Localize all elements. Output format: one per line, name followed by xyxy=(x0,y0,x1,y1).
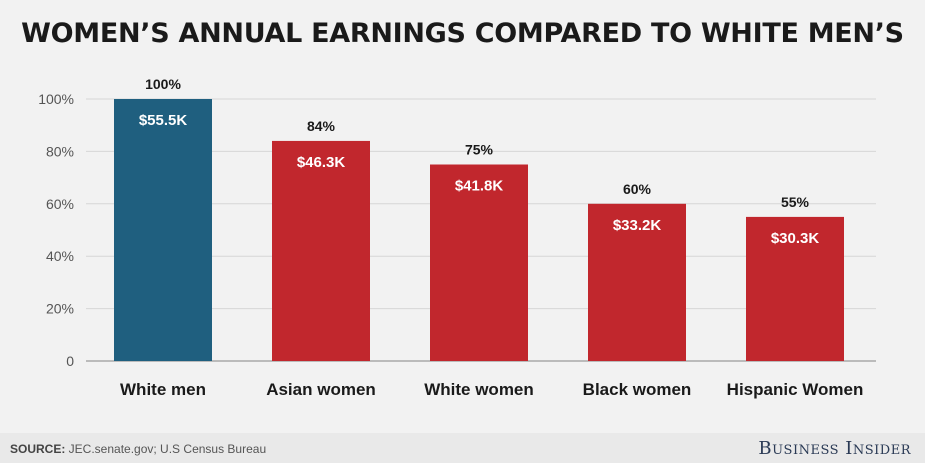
bar-percent-label: 100% xyxy=(145,76,181,92)
bar xyxy=(272,140,370,361)
bar-earnings-label: $41.8K xyxy=(455,178,504,195)
chart-title: WOMEN’S ANNUAL EARNINGS COMPARED TO WHIT… xyxy=(21,18,904,49)
bar xyxy=(746,216,844,361)
bar-earnings-label: $30.3K xyxy=(771,230,820,247)
x-category-label: Hispanic Women xyxy=(727,380,864,399)
bar-percent-label: 75% xyxy=(465,142,494,158)
bar-percent-label: 60% xyxy=(623,181,652,197)
source-label: SOURCE: xyxy=(10,442,66,456)
x-category-label: White women xyxy=(424,380,534,399)
source-note: SOURCE: JEC.senate.gov; U.S Census Burea… xyxy=(10,442,266,456)
bar-percent-label: 84% xyxy=(307,118,336,134)
y-tick-label: 20% xyxy=(46,301,74,317)
y-tick-label: 60% xyxy=(46,196,74,212)
brand-logo: Business Insider xyxy=(758,438,911,459)
y-tick-label: 0 xyxy=(66,353,74,369)
y-tick-label: 80% xyxy=(46,143,74,159)
bar xyxy=(114,99,212,361)
source-text: JEC.senate.gov; U.S Census Bureau xyxy=(65,442,267,456)
bar-earnings-label: $55.5K xyxy=(139,112,188,129)
x-category-label: White men xyxy=(120,380,206,399)
bar xyxy=(588,203,686,361)
bar xyxy=(430,164,528,361)
bar-percent-label: 55% xyxy=(781,194,810,210)
x-category-label: Black women xyxy=(583,380,692,399)
footer: SOURCE: JEC.senate.gov; U.S Census Burea… xyxy=(0,433,925,463)
y-tick-label: 100% xyxy=(38,91,74,107)
y-tick-label: 40% xyxy=(46,248,74,264)
x-category-label: Asian women xyxy=(266,380,376,399)
bar-earnings-label: $46.3K xyxy=(297,154,346,171)
bar-earnings-label: $33.2K xyxy=(613,217,662,234)
bar-chart: 0 20% 40% 60% 80% 100% 100% $55.5K White men 84% $… xyxy=(38,76,876,399)
